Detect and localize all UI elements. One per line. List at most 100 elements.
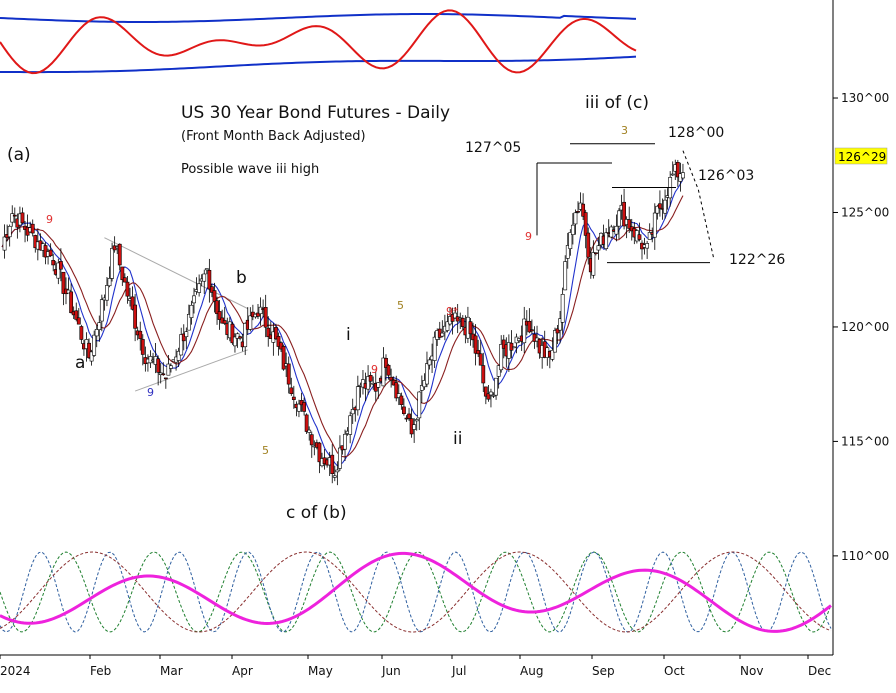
count-mark-6: 9* [446,305,459,318]
candle-body [655,205,660,214]
candle-body [302,402,306,412]
candle-body [483,386,488,397]
candle-body [79,326,84,340]
count-mark-7: 9 [525,230,532,243]
candle-body [76,317,81,325]
candle-body [233,336,237,347]
candle-body [117,243,122,266]
candle-body [445,321,450,331]
candle-body [402,406,406,415]
candle-body [432,336,437,361]
candle-body [307,429,312,433]
count-mark-1: 9 [46,213,53,226]
ma-slow-line [1,195,684,458]
candle-body [581,203,586,217]
candle-body [291,396,296,400]
candle-body [94,328,99,337]
x-tick-label: Jun [381,664,401,678]
cycle-oscillator-panel [0,551,832,633]
candle-body [235,333,240,339]
candle-body [92,334,97,356]
candle-body [210,286,214,293]
oscillator-line [0,9,637,75]
x-tick-label: Feb [90,664,111,678]
candle-body [74,310,79,320]
candle-body [473,335,478,354]
candle-body [156,358,161,373]
candle-body [565,245,570,259]
candle-body [499,344,504,371]
candle-body [366,376,370,390]
y-tick-label: 125^00 [841,205,889,219]
candle-body [396,393,401,398]
candle-body [355,386,360,411]
candle-body [120,266,125,281]
candle-body [481,365,486,384]
candle-body [58,261,63,270]
candle-body [350,408,355,415]
candle-body [30,223,35,234]
chart-note: Possible wave iii high [181,162,319,177]
candle-body [2,236,7,251]
candle-body [138,330,143,339]
candle-body [675,162,680,178]
candle-body [627,219,632,229]
wave-label-a: a [75,353,85,373]
candle-body [489,391,493,396]
candle-body [594,252,598,254]
candle-body [258,306,263,315]
candle-body [376,382,381,388]
count-mark-8: 3 [621,124,628,137]
candle-body [166,363,171,376]
candle-body [338,447,342,469]
candle-body [207,269,212,290]
candle-body [304,414,309,432]
candle-body [609,226,614,238]
candle-body [51,260,56,266]
cycle-green-line [0,551,832,633]
x-tick-label: 2024 [0,664,31,678]
candle-body [97,322,102,330]
candle-body [184,331,189,338]
candle-body [274,327,278,340]
candle-body [179,334,184,356]
candle-body [133,304,138,329]
count-mark-3: 5 [262,444,269,457]
wave-label-a-paren: (a) [7,145,31,165]
candle-body [281,346,286,370]
x-tick-label: Apr [232,664,253,678]
wave-label-b: b [236,268,247,288]
candle-body [7,226,12,238]
candle-body [330,454,335,474]
candle-body [169,365,173,369]
candle-body [553,330,557,353]
composite-cycle-line [0,551,832,633]
y-tick-label: 110^00 [841,549,889,563]
candle-body [407,413,411,419]
candle-body [212,290,217,302]
candle-body [399,395,404,405]
y-tick-label: 115^00 [841,434,889,448]
candle-body [394,382,399,399]
candle-body [48,249,53,257]
x-tick-label: Aug [520,664,543,678]
candle-body [614,225,619,235]
candle-body [256,312,260,317]
candle-body [163,377,168,380]
candle-body [204,268,209,271]
wave-label-c-of-b: c of (b) [286,503,347,523]
x-tick-label: Nov [740,664,763,678]
x-tick-label: Jul [451,664,466,678]
candle-body [563,261,568,291]
candle-body [122,277,127,283]
x-tick-label: May [308,664,333,678]
candle-body [663,199,667,214]
candle-body [12,214,17,217]
candle-body [99,299,104,322]
candle-body [389,376,394,381]
candle-body [69,291,74,314]
wave-label-i: i [346,325,351,345]
lower-band-line [0,55,637,74]
candle-body [576,211,580,213]
candle-body [414,419,419,422]
